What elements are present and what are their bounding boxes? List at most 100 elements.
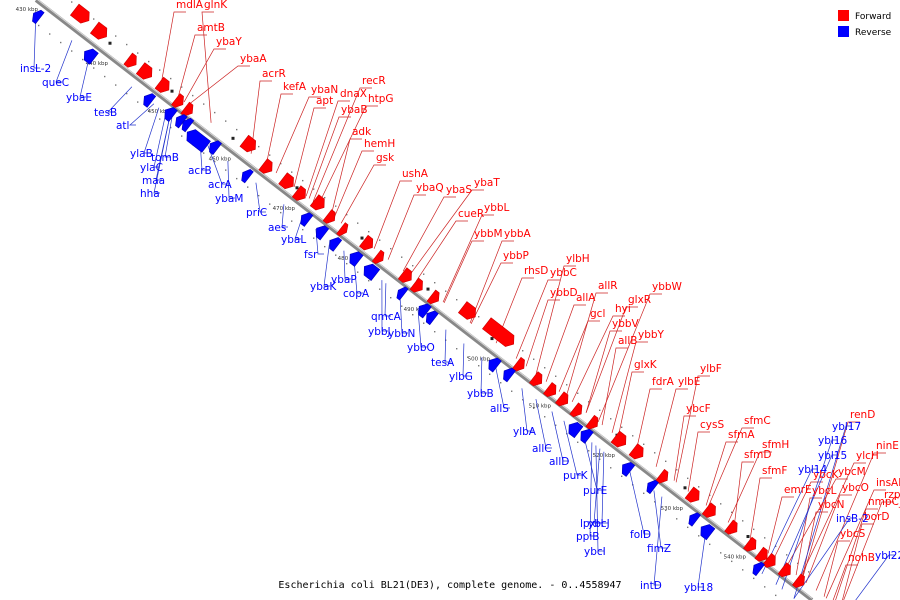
marker-dot [698,486,700,488]
forward-leader-line [815,452,886,591]
tick-mark [490,337,494,341]
marker-dot [489,373,491,375]
marker-dot [709,494,711,497]
tick-label: 430 kbp [16,7,39,13]
genome-axis-highlight [37,0,813,599]
reverse-gene-label: ybl18 [684,582,713,594]
marker-dot [588,450,590,452]
reverse-gene-label: fsr [304,249,318,261]
marker-dot [115,35,117,37]
legend-reverse-swatch [838,26,849,37]
reverse-leader-line [563,420,583,476]
marker-dot [225,120,227,122]
forward-leader-line [673,415,696,481]
marker-dot [379,288,381,290]
tick-label: 510 kbp [529,404,552,410]
reverse-gene-label: insB-2 [836,513,869,525]
forward-leader-line [801,421,860,580]
reverse-gene-label: ybaK [310,281,337,293]
forward-leader-line [330,138,362,216]
marker-dot [544,367,546,369]
marker-dot [775,545,777,548]
reverse-gene-label: acrB [188,165,212,177]
forward-gene-label: glxR [628,294,651,306]
reverse-gene-label: ylaB [130,148,153,160]
reverse-leader-line [143,107,160,154]
reverse-gene-label: ybl17 [832,421,861,433]
reverse-gene [329,237,343,252]
forward-leader-line [443,240,484,304]
forward-leader-line [617,371,644,438]
reverse-gene [396,286,409,301]
marker-dot [577,441,579,443]
forward-gene [397,267,412,283]
reverse-gene-label: purK [563,470,589,482]
forward-gene-label: ybaN [311,84,338,96]
forward-gene [777,562,791,578]
marker-dot [335,205,337,207]
marker-dot [148,109,150,112]
marker-dot [544,416,546,418]
marker-dot [709,543,711,546]
reverse-gene-label: allD [549,456,569,468]
forward-leader-line [312,87,372,202]
marker-dot [181,135,183,137]
tick-mark [426,287,430,291]
marker-dot [313,188,315,190]
forward-leader-line [767,496,794,554]
reverse-gene-label: purE [583,485,607,497]
forward-gene-label: nohB [848,552,875,564]
forward-leader-line [340,164,386,224]
reverse-gene-label: qmcA [371,311,402,323]
reverse-gene-label: ybaL [281,234,306,246]
forward-gene-label: ybaB [341,104,368,116]
forward-gene-label: ybcS [840,528,866,540]
tick-mark [108,41,112,45]
reverse-gene-label: queC [42,77,69,89]
forward-gene-label: rhsD [524,265,548,277]
forward-gene-label: allR [598,280,618,292]
legend: Forward Reverse [838,10,892,38]
reverse-gene-label: ybaM [215,193,243,205]
marker-dot [71,50,73,52]
forward-leader-line [799,462,866,579]
marker-dot [170,126,172,129]
marker-dot [412,264,414,267]
tick-label: 460 kbp [209,156,232,162]
marker-dot [775,594,777,597]
marker-dot [676,518,678,520]
marker-dot [500,382,502,384]
reverse-leader-line [595,445,604,552]
reverse-leader-line [761,468,818,575]
forward-gene-label: acrR [262,68,286,80]
reverse-gene-label: allS [490,403,509,415]
marker-dot [434,282,436,284]
reverse-gene-label: aes [268,222,286,234]
marker-dot [654,501,656,503]
forward-leader-line [177,34,207,98]
forward-gene-label: gsk [376,152,395,164]
gene-group [32,3,805,588]
forward-leader-line [675,375,710,483]
forward-leader-line [749,477,772,540]
reverse-gene-label: copA [343,288,370,300]
marker-dot [610,418,612,420]
reverse-leader-line [551,411,569,462]
forward-gene-label: ybbV [612,318,640,330]
reverse-gene [646,479,659,495]
marker-dot [456,348,458,350]
forward-leader-line [402,196,456,272]
forward-gene-label: ybbL [484,202,510,214]
reverse-gene [425,310,439,326]
forward-gene [569,402,583,418]
marker-dot [445,290,447,292]
reverse-gene [621,462,636,477]
reverse-leader-line [399,293,408,334]
reverse-gene [688,512,701,527]
forward-gene [684,486,700,503]
reverse-leader-line [107,86,133,113]
reverse-leader-line [781,439,838,590]
marker-dot [643,492,645,495]
marker-dot [676,469,678,471]
